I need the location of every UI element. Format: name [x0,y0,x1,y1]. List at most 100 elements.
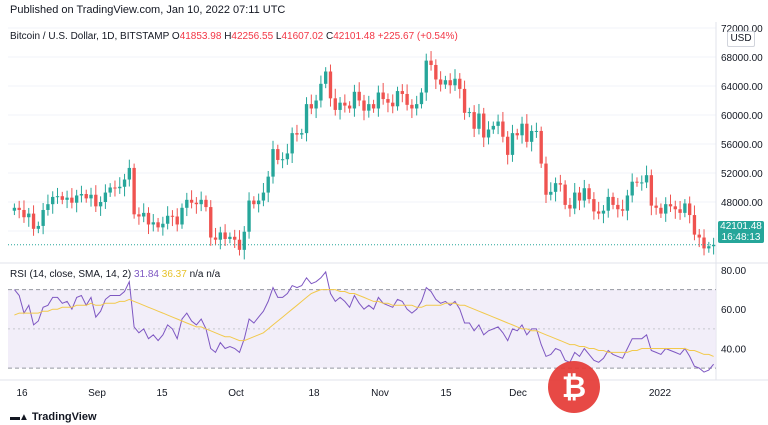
candle-body [218,232,223,240]
candle-body [333,98,337,110]
candle-body [156,222,160,228]
candle-body [113,187,117,189]
candle-body [180,207,184,225]
candle-body [635,181,639,183]
candle-body [74,195,79,203]
candle-body [70,197,74,203]
currency-badge[interactable]: USD [727,31,755,47]
candle-body [491,125,495,130]
price-tick-label: 72000.00 [721,24,763,35]
candle-body [558,183,563,185]
candle-body [367,104,371,111]
candle-body [640,182,644,184]
candle-body [606,196,610,211]
candle-body [678,209,682,213]
candle-body [376,92,381,109]
rsi-tick-label: 60.00 [721,305,746,316]
high-label: H [224,31,232,42]
candle-body [539,130,543,164]
low-value: 41607.02 [281,31,324,42]
time-tick-label: Sep [88,388,106,399]
candle-body [256,200,261,205]
candle-body [395,91,400,107]
price-tick-label: 60000.00 [721,111,763,122]
candle-body [12,207,17,211]
candle-body [664,204,668,214]
price-tick-label: 56000.00 [721,140,763,151]
candle-body [410,104,414,109]
candle-body [596,211,601,214]
candle-body [27,213,31,218]
candle-body [673,206,677,210]
candle-body [616,204,620,210]
candle-body [328,71,333,99]
candle-body [137,214,141,217]
candle-body [60,196,64,200]
candle-body [544,163,548,195]
candle-body [625,195,630,211]
candle-body [630,181,634,196]
candle-body [280,159,285,161]
candle-body [477,113,481,129]
open-label: O [171,31,180,42]
candle-body [434,64,438,80]
candle-body [683,203,687,213]
candle-body [300,133,304,135]
candle-body [458,78,462,89]
tradingview-branding[interactable]: ▬▲ TradingView [10,411,97,423]
bitcoin-logo-glyph: ₿ [562,370,586,405]
candle-body [79,194,84,196]
candle-body [223,232,227,239]
candle-body [515,133,519,136]
candle-body [65,197,69,200]
open-value: 41853.98 [179,31,222,42]
candle-body [505,136,510,155]
candle-body [324,71,328,84]
candle-body [189,199,194,203]
candle-body [319,83,323,101]
candle-body [276,149,280,160]
price-tick-label: 68000.00 [721,53,763,64]
candle-body [525,123,529,142]
candle-body [98,202,103,207]
candle-body [17,207,21,210]
candle-body [510,133,515,155]
rsi-na-2: n/a [206,269,221,280]
rsi-legend: RSI (14, close, SMA, 14, 2) 31.84 36.37 … [10,269,220,280]
candle-body [94,194,98,207]
candle-body [84,194,88,199]
candle-body [194,202,199,205]
candle-body [142,212,146,217]
candle-body [424,60,428,93]
candle-body [304,104,309,134]
time-tick-label: 15 [156,388,168,399]
candle-body [343,102,347,106]
candle-body [266,176,270,193]
rsi-value: 31.84 [133,269,159,280]
candle-body [568,204,572,209]
candle-body [692,215,697,235]
candle-body [170,215,175,217]
candle-body [371,104,376,109]
candle-body [415,104,419,109]
candle-body [649,175,654,206]
candle-body [118,186,122,189]
candle-body [41,209,45,226]
candle-body [592,199,596,212]
candle-body [467,112,472,114]
candle-body [242,231,246,250]
candle-body [36,225,41,229]
candle-body [252,200,256,205]
candle-body [687,203,692,216]
candle-body [520,123,524,136]
candle-body [654,205,658,208]
candle-body [55,196,60,198]
candle-body [46,204,50,210]
price-tick-label: 48000.00 [721,198,763,209]
rsi-tick-label: 40.00 [721,345,746,356]
time-tick-label: Dec [509,388,527,399]
candle-body [362,100,366,111]
candle-body [175,216,179,225]
symbol-legend: Bitcoin / U.S. Dollar, 1D, BITSTAMP O418… [10,31,458,42]
